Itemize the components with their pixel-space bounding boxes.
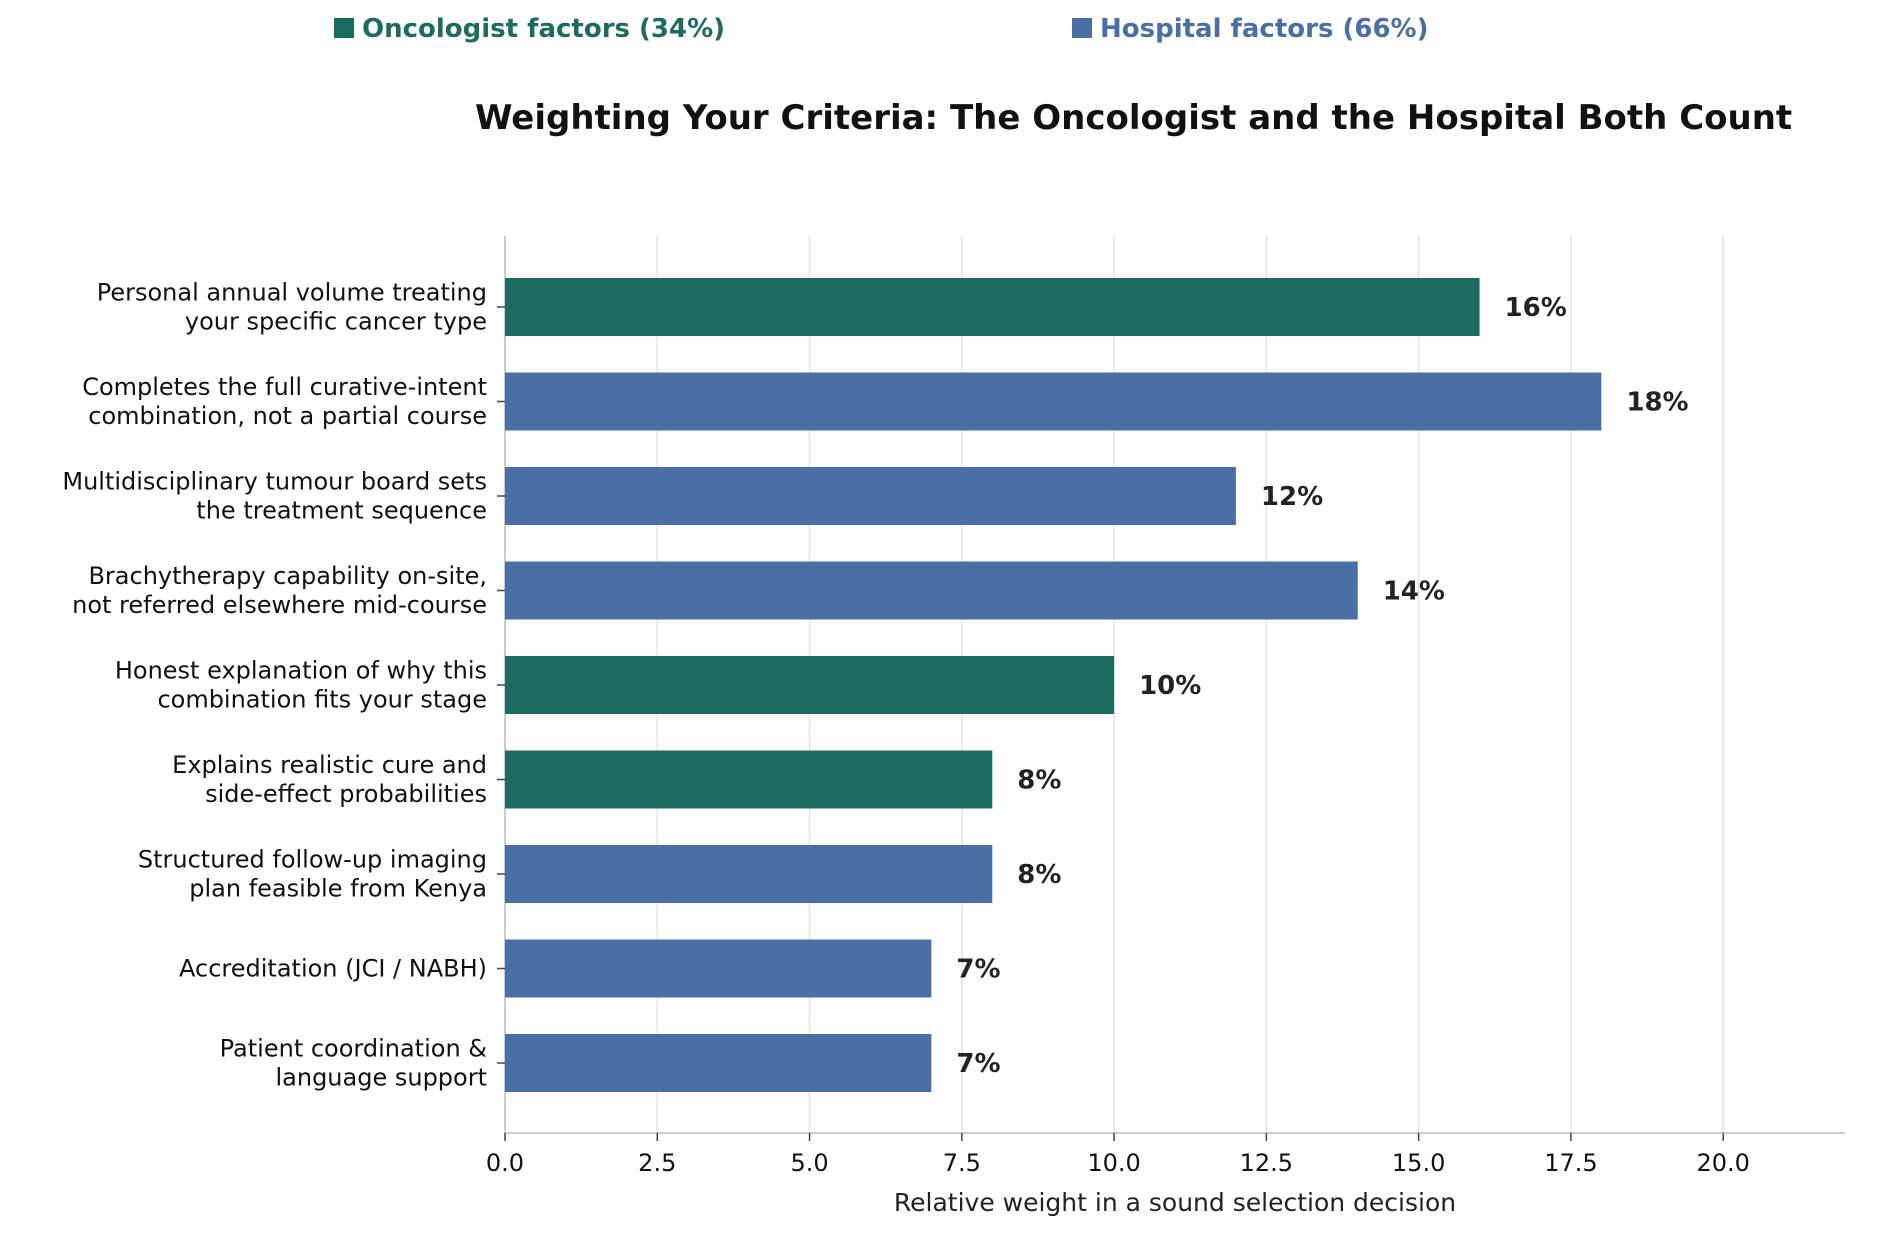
bar-8 xyxy=(505,1034,932,1092)
category-label-line: Honest explanation of why this xyxy=(115,657,487,685)
legend-hospital-swatch xyxy=(1072,18,1092,38)
category-label-line: language support xyxy=(275,1064,487,1092)
x-tick-label-7: 17.5 xyxy=(1544,1149,1597,1177)
x-tick-label-0: 0.0 xyxy=(486,1149,524,1177)
bar-1 xyxy=(505,372,1602,431)
x-tick-label-6: 15.0 xyxy=(1392,1149,1445,1177)
category-label-line: combination fits your stage xyxy=(157,686,487,714)
category-label-1: Completes the full curative-intent combin… xyxy=(82,373,487,430)
bar-3 xyxy=(505,561,1358,620)
category-label-8: Patient coordination & language support xyxy=(220,1035,487,1092)
category-label-6: Structured follow-up imaging plan feasibl… xyxy=(138,846,487,903)
category-label-line: plan feasible from Kenya xyxy=(189,875,487,903)
category-label-line: side-effect probabilities xyxy=(205,780,487,808)
legend-oncologist-swatch xyxy=(334,18,354,38)
category-label-line: Completes the full curative-intent xyxy=(82,373,487,401)
category-label-line: the treatment sequence xyxy=(196,497,487,525)
category-label-line: combination, not a partial course xyxy=(88,402,487,430)
category-label-3: Brachytherapy capability on-site, not ref… xyxy=(72,562,487,619)
category-label-line: your specific cancer type xyxy=(185,308,487,336)
bar-value-label-4: 10% xyxy=(1139,671,1201,701)
x-axis-label: Relative weight in a sound selection dec… xyxy=(893,1188,1457,1217)
category-label-0: Personal annual volume treating your spec… xyxy=(97,279,487,336)
x-tick-label-4: 10.0 xyxy=(1087,1149,1140,1177)
category-label-line: not referred elsewhere mid-course xyxy=(72,591,487,619)
category-label-line: Patient coordination & xyxy=(220,1035,487,1063)
category-label-line: Personal annual volume treating xyxy=(97,279,487,307)
bar-value-label-6: 8% xyxy=(1017,860,1061,890)
category-label-line: Multidisciplinary tumour board sets xyxy=(62,468,487,496)
legend-hospital-label: Hospital factors (66%) xyxy=(1100,14,1429,44)
bar-2 xyxy=(505,467,1236,525)
bar-6 xyxy=(505,845,993,903)
bar-value-label-0: 16% xyxy=(1505,293,1567,323)
category-label-line: Explains realistic cure and xyxy=(172,751,487,779)
category-label-line: Brachytherapy capability on-site, xyxy=(88,562,487,590)
bar-0 xyxy=(505,278,1480,336)
bar-value-label-2: 12% xyxy=(1261,482,1323,512)
bar-value-label-1: 18% xyxy=(1626,388,1688,418)
category-label-line: Structured follow-up imaging xyxy=(138,846,487,874)
bar-value-label-7: 7% xyxy=(956,955,1000,985)
bar-value-label-5: 8% xyxy=(1017,766,1061,796)
x-tick-label-2: 5.0 xyxy=(790,1149,828,1177)
legend-hospital: Hospital factors (66%) xyxy=(1072,14,1428,44)
category-label-2: Multidisciplinary tumour board sets the t… xyxy=(62,468,487,525)
legend-oncologist: Oncologist factors (34%) xyxy=(334,14,725,44)
x-tick-label-8: 20.0 xyxy=(1696,1149,1749,1177)
bar-value-label-3: 14% xyxy=(1383,577,1445,607)
category-label-4: Honest explanation of why this combinatio… xyxy=(115,657,487,714)
bar-5 xyxy=(505,750,993,809)
bar-value-label-8: 7% xyxy=(956,1049,1000,1079)
category-label-5: Explains realistic cure and side-effect p… xyxy=(172,751,487,808)
x-tick-label-1: 2.5 xyxy=(638,1149,676,1177)
x-tick-label-3: 7.5 xyxy=(943,1149,981,1177)
category-label-7: Accreditation (JCI / NABH) xyxy=(179,955,487,983)
bar-7 xyxy=(505,939,932,998)
category-label-line: Accreditation (JCI / NABH) xyxy=(179,955,487,983)
legend-oncologist-label: Oncologist factors (34%) xyxy=(362,14,726,44)
x-tick-label-5: 12.5 xyxy=(1240,1149,1293,1177)
chart-title: Weighting Your Criteria: The Oncologist … xyxy=(475,98,1793,138)
bar-4 xyxy=(505,656,1115,714)
